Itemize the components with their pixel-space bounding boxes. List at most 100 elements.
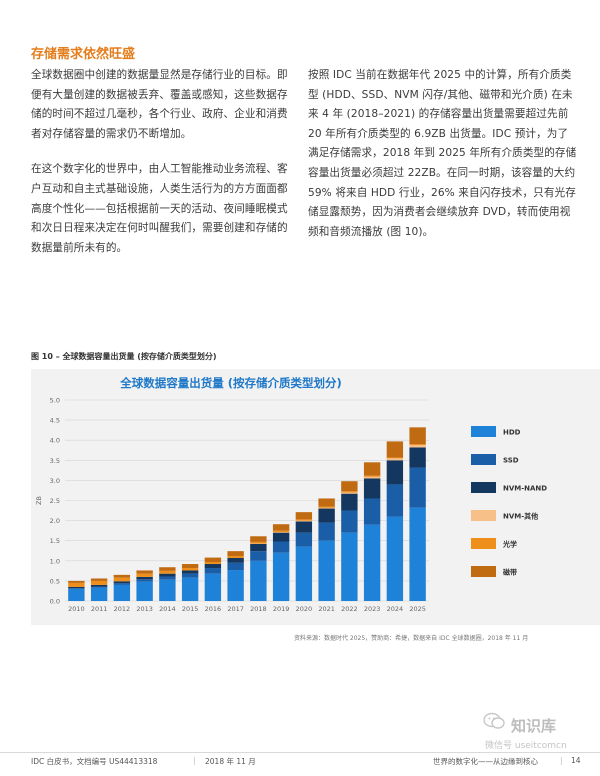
- y-tick-label: 0.5: [50, 577, 60, 585]
- watermark-logo: 知识库: [511, 717, 557, 735]
- y-tick-label: 3.0: [50, 477, 60, 485]
- right-paragraph-1: 按照 IDC 当前在数据年代 2025 中的计算，所有介质类型 (HDD、SSD…: [308, 69, 577, 238]
- bar-segment: [386, 460, 404, 485]
- x-tick-label: 2023: [364, 605, 381, 613]
- x-tick-label: 2018: [250, 605, 267, 613]
- bar-segment: [341, 493, 358, 511]
- x-tick-label: 2017: [227, 605, 244, 613]
- legend-swatch: [471, 566, 496, 577]
- bar-segment: [204, 562, 222, 565]
- bar-segment: [113, 577, 131, 582]
- bar-segment: [341, 510, 358, 533]
- bar-segment: [295, 519, 313, 521]
- source-note: 资料来源：数据时代 2025，赞助商：希捷，数据来自 IDC 全球数据圈，201…: [294, 635, 529, 642]
- footer-separator: |: [193, 756, 196, 765]
- bar-segment: [136, 576, 153, 580]
- figure-caption: 图 10 – 全球数据容量出货量 (按存储介质类型划分): [31, 352, 217, 361]
- x-tick-label: 2024: [387, 605, 404, 613]
- footer-date: 2018 年 11 月: [205, 757, 256, 766]
- x-tick-label: 2016: [205, 605, 222, 613]
- bar-segment: [227, 557, 244, 563]
- bar-segment: [272, 552, 290, 601]
- bar-segment: [68, 588, 85, 601]
- bar-segment: [272, 541, 290, 553]
- y-tick-label: 5.0: [50, 397, 60, 405]
- y-tick-label: 0.0: [50, 598, 60, 606]
- bar-segment: [68, 586, 85, 589]
- bar-segment: [159, 579, 176, 601]
- bar-segment: [136, 579, 153, 582]
- bar-segment: [386, 441, 404, 458]
- bar-segment: [295, 532, 313, 547]
- legend-label: 磁带: [503, 568, 517, 577]
- y-tick-label: 3.5: [50, 457, 60, 465]
- y-tick-label: 2.5: [50, 497, 60, 505]
- bar-segment: [386, 457, 404, 459]
- bar-segment: [386, 484, 404, 517]
- footer-doc-id: IDC 白皮书，文档编号 US44413318: [31, 757, 158, 766]
- bar-segment: [295, 512, 313, 520]
- bar-segment: [227, 570, 244, 601]
- bar-segment: [295, 546, 313, 601]
- bar-segment: [386, 516, 404, 601]
- bar-segment: [363, 498, 381, 525]
- legend-swatch: [471, 510, 496, 521]
- bar-segment: [90, 578, 108, 581]
- bar-segment: [409, 444, 426, 446]
- bar-segment: [90, 587, 108, 601]
- left-paragraph-1: 全球数据圈中创建的数据量显然是存储行业的目标。即便有大量创建的数据被丢弃、覆盖或…: [31, 69, 288, 140]
- bar-segment: [295, 521, 313, 533]
- bar-segment: [68, 580, 85, 583]
- bar-segment: [159, 576, 176, 580]
- y-axis-label: ZB: [35, 496, 43, 505]
- chart-title: 全球数据容量出货量 (按存储介质类型划分): [120, 376, 342, 390]
- bar-segment: [386, 458, 404, 461]
- bar-segment: [363, 475, 381, 477]
- bar-segment: [341, 492, 358, 494]
- bar-segment: [318, 498, 335, 507]
- legend-swatch: [471, 538, 496, 549]
- chart-panel: 全球数据容量出货量 (按存储介质类型划分) 0.0 0.5 1.0 1.5 2.0 2.5…: [31, 369, 600, 625]
- legend-label: NVM-NAND: [503, 485, 547, 493]
- y-tick-label: 2.0: [50, 517, 60, 525]
- legend-label: NVM-其他: [503, 512, 538, 521]
- bar-segment: [159, 573, 176, 577]
- bar-segment: [113, 581, 131, 584]
- x-tick-label: 2020: [296, 605, 313, 613]
- bar-segment: [318, 540, 335, 601]
- legend-swatch: [471, 426, 496, 437]
- bar-segment: [409, 445, 426, 448]
- x-tick-label: 2019: [273, 605, 290, 613]
- footer-divider: [0, 752, 600, 753]
- bar-segment: [363, 462, 381, 476]
- bar-segment: [68, 588, 85, 589]
- legend-swatch: [471, 454, 496, 465]
- bar-segment: [295, 520, 313, 522]
- bar-segment: [227, 562, 244, 571]
- footer-title: 世界的数字化——从边缘到核心: [433, 757, 538, 766]
- bar-segment: [318, 522, 335, 541]
- bar-segment: [341, 532, 358, 601]
- legend-label: 光学: [502, 540, 517, 549]
- bar-segment: [409, 467, 426, 508]
- x-tick-label: 2015: [182, 605, 199, 613]
- bar-segment: [68, 582, 85, 587]
- left-column: 全球数据圈中创建的数据量显然是存储行业的目标。即便有大量创建的数据被丢弃、覆盖或…: [31, 66, 293, 274]
- bar-segment: [90, 584, 108, 587]
- x-tick-label: 2010: [68, 605, 85, 613]
- bar-segment: [204, 573, 222, 601]
- bar-segment: [181, 564, 199, 569]
- bar-segment: [341, 481, 358, 492]
- x-tick-label: 2013: [136, 605, 153, 613]
- bar-segment: [204, 568, 222, 574]
- bar-segment: [136, 573, 153, 577]
- bar-segment: [159, 567, 176, 571]
- bar-segment: [363, 478, 381, 499]
- bar-segment: [227, 551, 244, 556]
- bar-segment: [204, 564, 222, 569]
- left-paragraph-2: 在这个数字化的世界中，由人工智能推动业务流程、客户互动和自主式基础设施，人类生活…: [31, 163, 288, 254]
- y-tick-label: 4.0: [50, 437, 60, 445]
- bar-segment: [250, 536, 267, 542]
- bar-segment: [318, 506, 335, 508]
- bar-segment: [341, 491, 358, 493]
